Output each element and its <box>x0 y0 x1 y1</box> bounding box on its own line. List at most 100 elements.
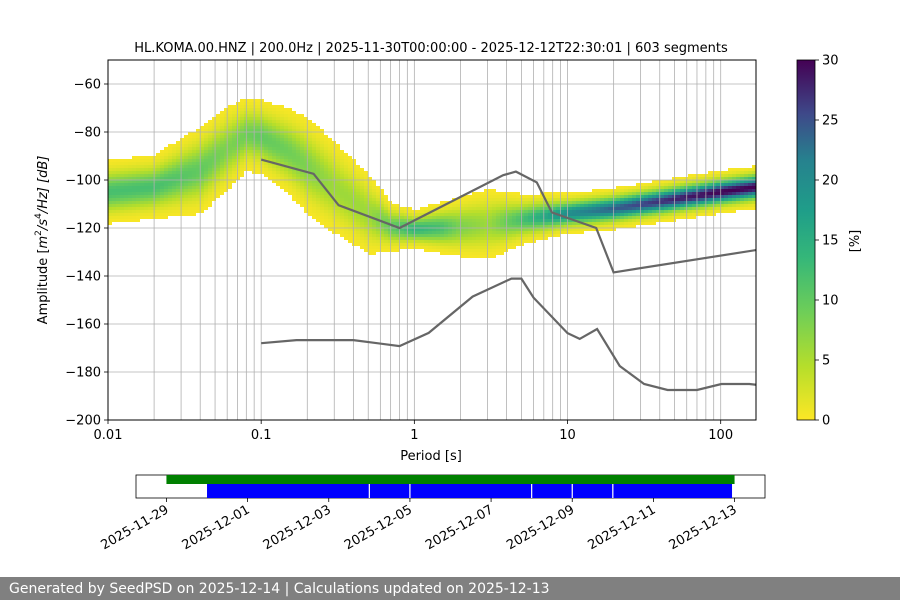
heatmap-cell <box>652 183 656 186</box>
heatmap-cell <box>112 204 116 207</box>
colorbar-gradient <box>796 59 816 421</box>
heatmap-cell <box>304 183 308 186</box>
heatmap-cell <box>208 195 212 198</box>
heatmap-cell <box>480 216 484 219</box>
heatmap-cell <box>128 162 132 165</box>
heatmap-cell <box>352 240 356 243</box>
heatmap-cell <box>304 150 308 153</box>
heatmap-cell <box>500 243 504 246</box>
heatmap-cell <box>396 207 400 210</box>
heatmap-cell <box>300 132 304 135</box>
heatmap-cell <box>528 210 532 213</box>
heatmap-cell <box>496 246 500 249</box>
heatmap-cell <box>280 162 284 165</box>
heatmap-cell <box>168 156 172 159</box>
heatmap-cell <box>716 207 720 210</box>
heatmap-cell <box>716 204 720 207</box>
heatmap-cell <box>192 195 196 198</box>
heatmap-cell <box>172 189 176 192</box>
heatmap-cell <box>464 222 468 225</box>
heatmap-cell <box>356 228 360 231</box>
heatmap-cell <box>312 132 316 135</box>
heatmap-cell <box>336 201 340 204</box>
heatmap-cell <box>748 171 752 174</box>
heatmap-cell <box>464 225 468 228</box>
heatmap-cell <box>116 219 120 222</box>
heatmap-cell <box>600 204 604 207</box>
heatmap-cell <box>572 228 576 231</box>
heatmap-cell <box>532 240 536 243</box>
heatmap-cell <box>320 186 324 189</box>
heatmap-cell <box>204 168 208 171</box>
heatmap-cell <box>284 171 288 174</box>
timeline-ticks: 2025-11-29 2025-12-01 2025-12-03 2025-12-05… <box>98 498 740 553</box>
heatmap-cell <box>472 216 476 219</box>
heatmap-cell <box>476 234 480 237</box>
heatmap-cell <box>304 156 308 159</box>
heatmap-cell <box>216 192 220 195</box>
heatmap-cell <box>416 219 420 222</box>
heatmap-cell <box>532 228 536 231</box>
heatmap-cell <box>172 153 176 156</box>
heatmap-cell <box>596 216 600 219</box>
heatmap-cell <box>312 210 316 213</box>
heatmap-cell <box>352 228 356 231</box>
heatmap-cell <box>512 237 516 240</box>
heatmap-cell <box>132 216 136 219</box>
chart-title: HL.KOMA.00.HNZ | 200.0Hz | 2025-11-30T00… <box>134 41 728 56</box>
heatmap-cell <box>392 219 396 222</box>
heatmap-cell <box>144 162 148 165</box>
heatmap-cell <box>732 204 736 207</box>
heatmap-cell <box>120 207 124 210</box>
heatmap-cell <box>284 156 288 159</box>
heatmap-cell <box>556 210 560 213</box>
heatmap-cell <box>296 198 300 201</box>
heatmap-cell <box>216 180 220 183</box>
heatmap-cell <box>240 147 244 150</box>
heatmap-cell <box>260 135 264 138</box>
heatmap-cell <box>180 198 184 201</box>
heatmap-cell <box>128 219 132 222</box>
heatmap-cell <box>168 201 172 204</box>
heatmap-cell <box>492 231 496 234</box>
heatmap-cell <box>732 192 736 195</box>
heatmap-cell <box>656 201 660 204</box>
heatmap-cell <box>456 225 460 228</box>
heatmap-cell <box>212 183 216 186</box>
heatmap-cell <box>592 213 596 216</box>
heatmap-cell <box>140 159 144 162</box>
heatmap-cell <box>440 243 444 246</box>
heatmap-cell <box>216 156 220 159</box>
heatmap-cell <box>376 222 380 225</box>
heatmap-cell <box>680 213 684 216</box>
heatmap-cell <box>200 135 204 138</box>
heatmap-cell <box>196 144 200 147</box>
heatmap-cell <box>308 213 312 216</box>
heatmap-cell <box>516 237 520 240</box>
heatmap-cell <box>216 114 220 117</box>
heatmap-cell <box>432 216 436 219</box>
heatmap-cell <box>360 204 364 207</box>
heatmap-cell <box>492 204 496 207</box>
heatmap-cell <box>340 177 344 180</box>
heatmap-cell <box>436 216 440 219</box>
heatmap-cell <box>444 222 448 225</box>
heatmap-cell <box>616 216 620 219</box>
heatmap-cell <box>308 186 312 189</box>
heatmap-cell <box>168 165 172 168</box>
heatmap-cell <box>748 183 752 186</box>
heatmap-cell <box>752 177 756 180</box>
heatmap-cell <box>192 201 196 204</box>
heatmap-cell <box>468 231 472 234</box>
heatmap-cell <box>300 117 304 120</box>
heatmap-cell <box>496 240 500 243</box>
heatmap-cell <box>228 132 232 135</box>
heatmap-cell <box>280 168 284 171</box>
heatmap-cell <box>360 195 364 198</box>
heatmap-cell <box>268 177 272 180</box>
heatmap-cell <box>300 114 304 117</box>
heatmap-cell <box>500 225 504 228</box>
heatmap-cell <box>340 207 344 210</box>
heatmap-cell <box>724 207 728 210</box>
heatmap-cell <box>572 204 576 207</box>
